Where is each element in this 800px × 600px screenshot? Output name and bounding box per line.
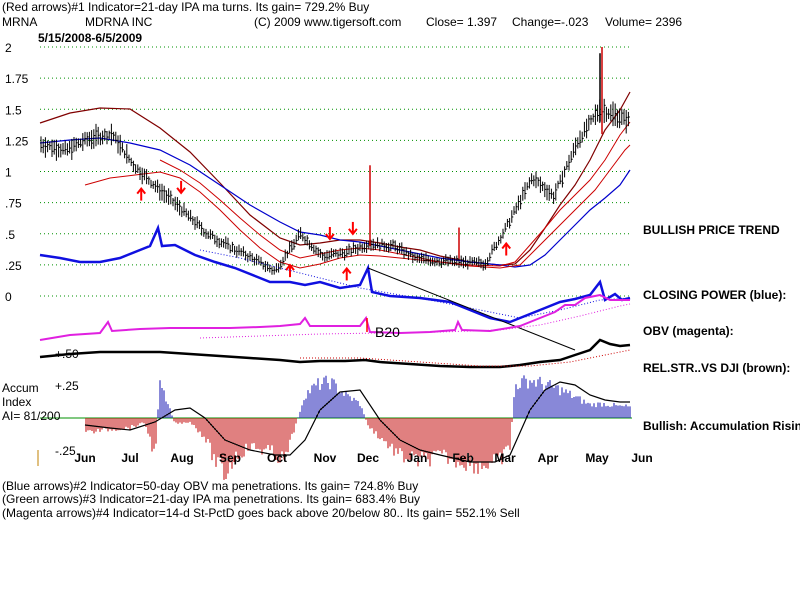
signal-arrow-up [341,266,352,281]
obv-ma-dots [199,303,631,339]
accum-title-2: Index [2,395,31,409]
x-tick-label: Feb [452,451,473,465]
y-tick-label: .75 [5,197,22,211]
signal-arrow-down [348,221,358,236]
plus50-label: +.50 [55,347,79,361]
ma-darkred-line [39,91,631,266]
ma-red-line-2 [159,121,631,267]
close-text: Close= 1.397 [426,15,497,29]
x-tick-label: Nov [314,451,337,465]
y-tick-label: 0 [5,290,12,304]
date-range-text: 5/15/2008-6/5/2009 [38,31,142,45]
symbol-text: MRNA [2,15,37,29]
price-bars [40,47,630,275]
x-tick-label: Jan [407,451,428,465]
x-tick-label: Jul [121,451,138,465]
relstr-label: REL.STR..VS DJI (brown): [643,361,790,375]
x-tick-label: Dec [357,451,379,465]
closing-power-line [39,224,631,324]
y-tick-label: 1.5 [5,103,22,117]
y-axis-ticks: 21.751.51.251.75.5.250 [5,41,29,304]
y-tick-label: 1 [5,166,12,180]
y-tick-label: 1.75 [5,72,29,86]
volume-text: Volume= 2396 [605,15,682,29]
signal-arrow-down [176,180,186,195]
x-axis-months: Jun Jul Aug Sep Oct Nov Dec Jan Feb Mar Apr May Jun [74,451,652,465]
y-tick-label: 1.25 [5,134,29,148]
x-tick-label: Aug [170,451,193,465]
change-text: Change=-.023 [512,15,589,29]
x-tick-label: Jun [631,451,652,465]
copyright-text: (C) 2009 www.tigersoft.com [254,15,401,29]
accum-title-1: Accum [2,381,39,395]
signal-arrow-up [501,241,512,256]
accum-index-bars [85,375,631,480]
closing-power-ma-dots [199,249,631,319]
relstr-line [39,338,631,369]
x-tick-label: Mar [494,451,516,465]
obv-label: OBV (magenta): [643,324,734,338]
x-tick-label: Sep [219,451,241,465]
accum-status-label: Bullish: Accumulation Rising [643,419,800,433]
y-tick-label: .25 [5,259,22,273]
plus25-label: +.25 [55,379,79,393]
footer-line3: (Green arrows)#3 Indicator=21-day IPA ma… [2,492,420,506]
y-tick-label: .5 [5,228,15,242]
b20-label: B20 [375,324,400,340]
ma-blue-line [39,137,631,268]
x-tick-label: Oct [267,451,287,465]
ma-red-line-1 [84,144,631,269]
signal-arrow-down [325,226,335,241]
trendline [367,267,576,351]
company-text: MDRNA INC [85,15,153,29]
closing-power-label: CLOSING POWER (blue): [643,288,786,302]
signal-arrow-up [136,186,147,201]
bullish-trend-label: BULLISH PRICE TREND [643,223,780,237]
accum-title-3: AI= 81/200 [2,409,61,423]
x-tick-label: Jun [74,451,95,465]
minus25-label: -.25 [55,444,76,458]
signal-arrows [136,180,512,281]
y-tick-label: 2 [5,41,12,55]
x-tick-label: Apr [538,451,559,465]
footer-line2: (Blue arrows)#2 Indicator=50-day OBV ma … [2,479,418,493]
x-tick-label: May [585,451,609,465]
footer-line4: (Magenta arrows)#4 Indicator=14-d St-Pct… [2,506,520,520]
accum-ma-line [84,381,630,463]
signal-arrow-up [285,263,295,278]
price-grid [40,46,632,297]
indicator1-text: (Red arrows)#1 Indicator=21-day IPA ma t… [2,0,369,14]
obv-line [39,293,630,341]
